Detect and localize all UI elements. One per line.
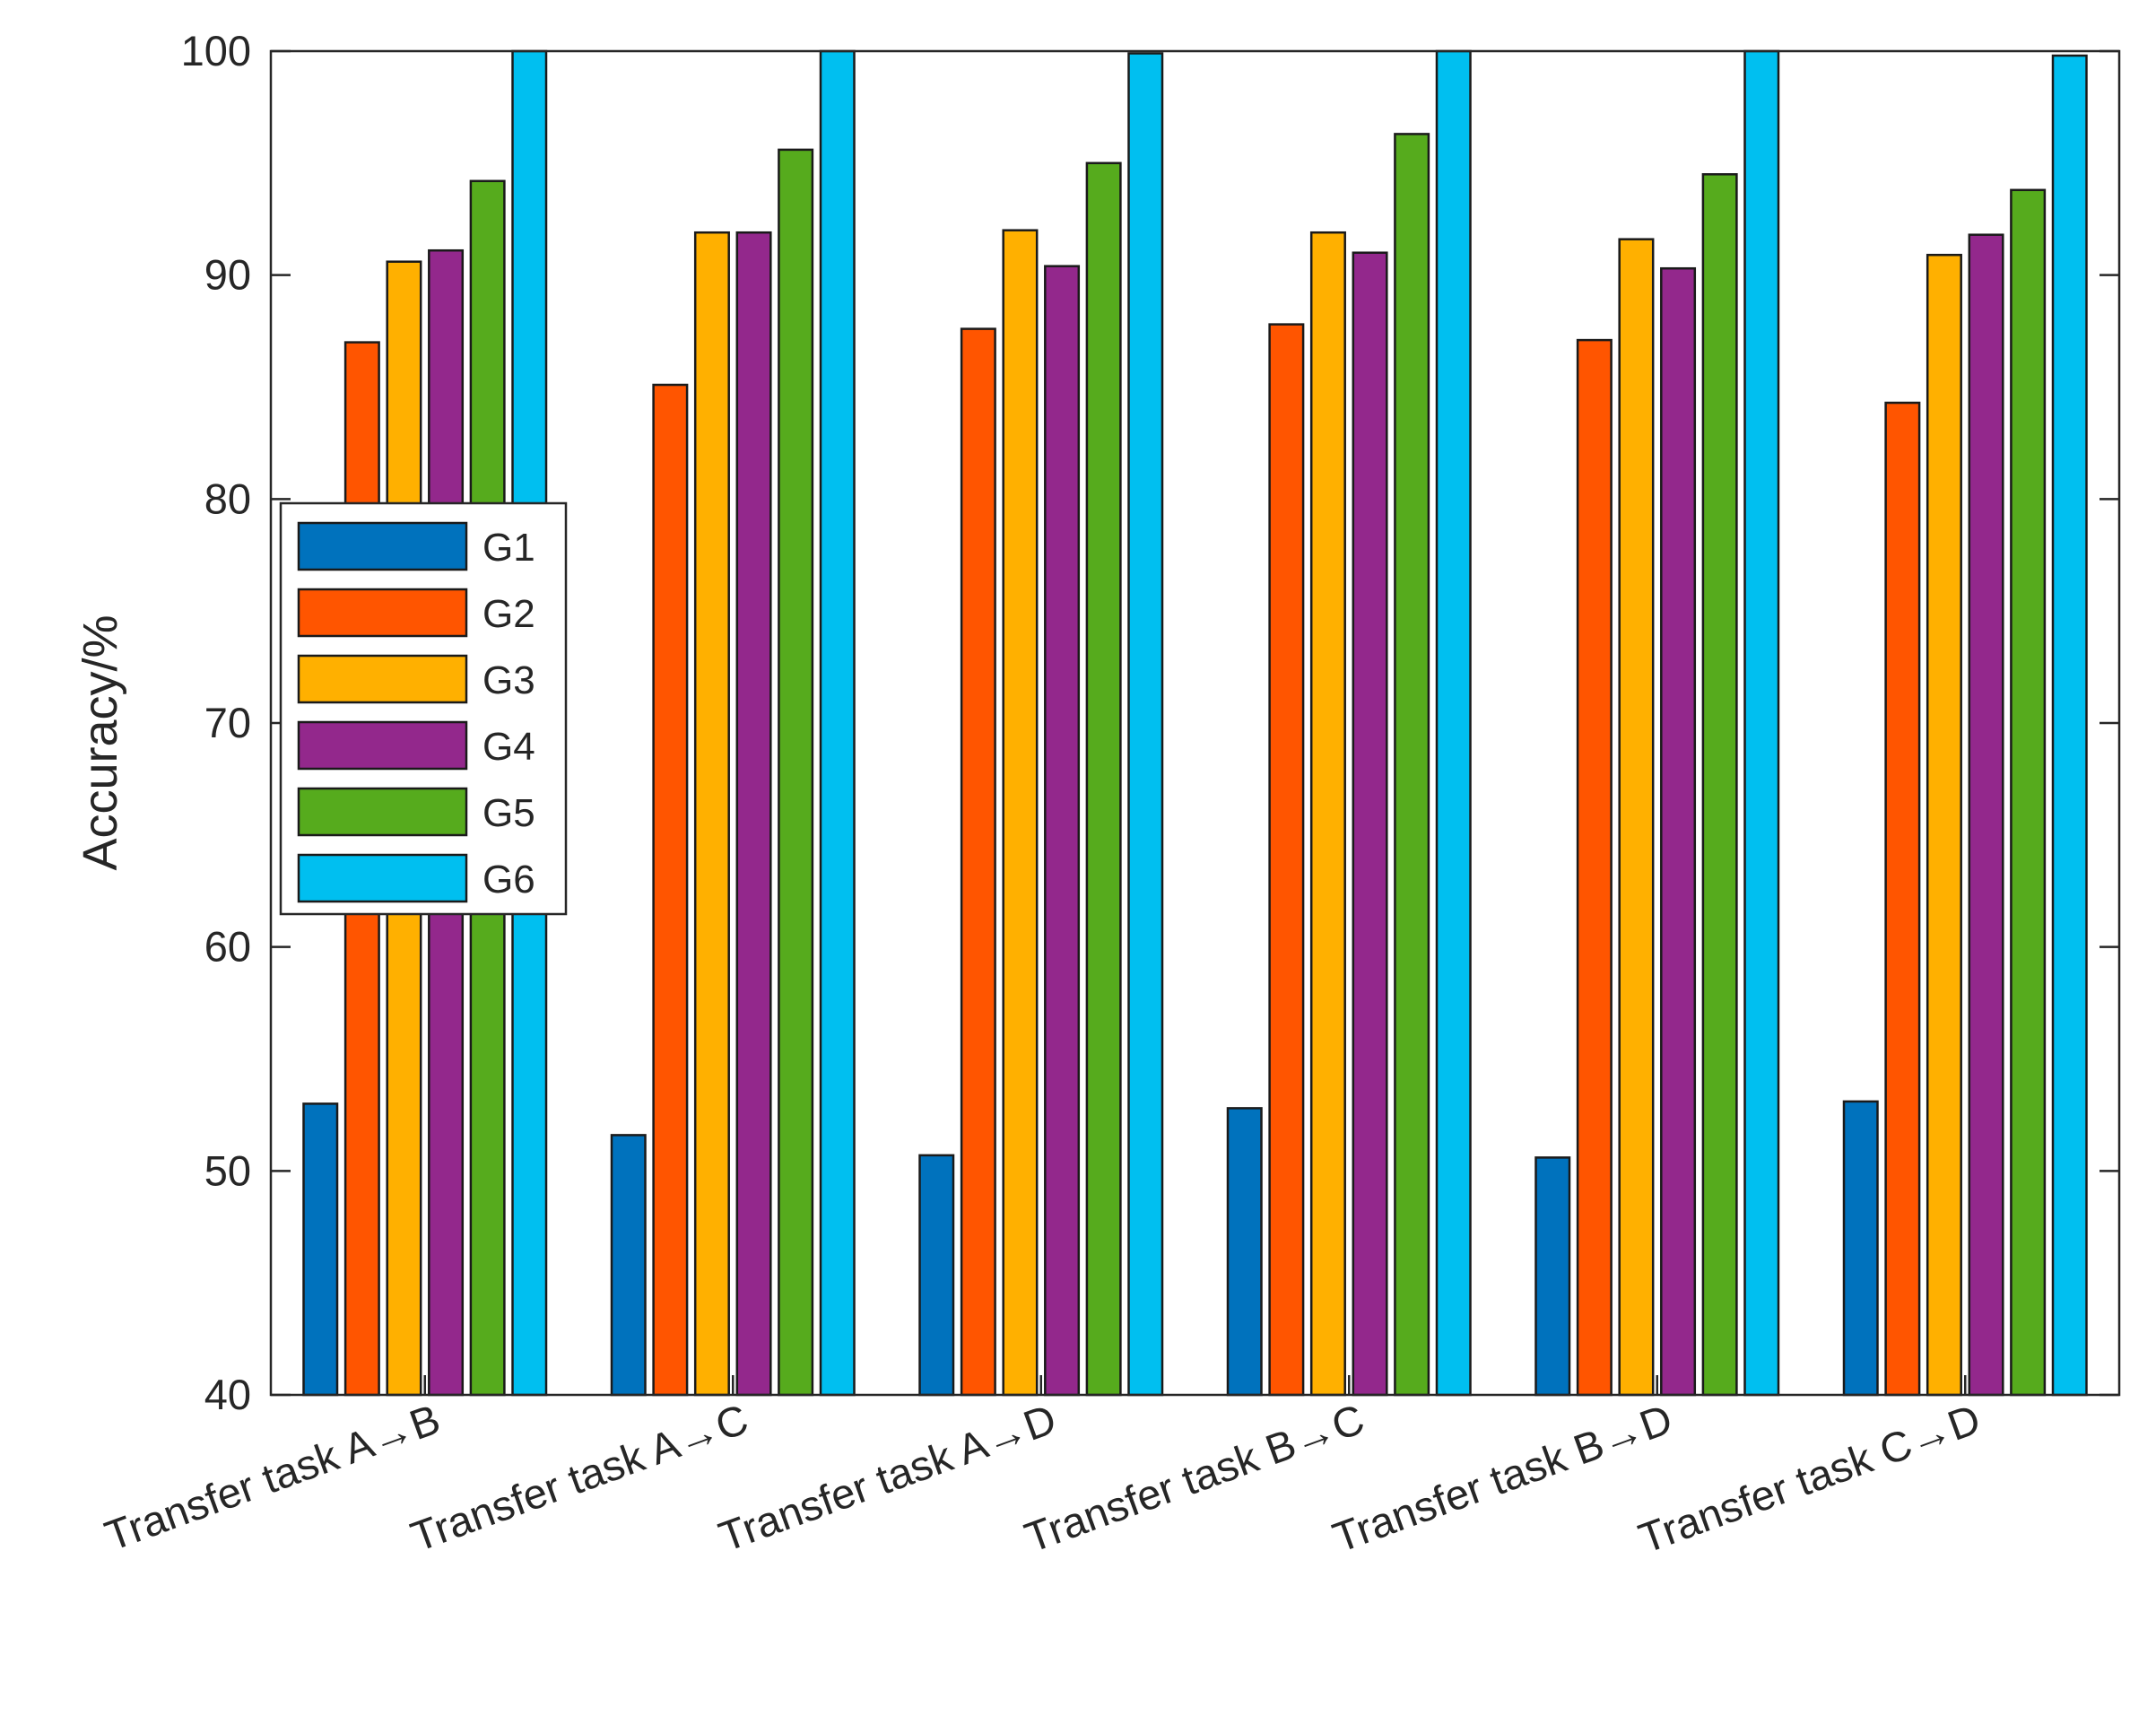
legend-label-g6: G6 (482, 858, 535, 902)
bar-g1-6 (1842, 1100, 1879, 1397)
bar-g2-5 (1576, 338, 1613, 1397)
bar-g3-6 (1926, 253, 1962, 1397)
legend-label-g3: G3 (482, 658, 535, 702)
bar-g1-2 (610, 1134, 647, 1397)
legend-label-g1: G1 (482, 526, 535, 570)
x-tick-label: Transfer task C→D (1632, 1395, 1986, 1563)
legend-label-g2: G2 (482, 592, 535, 636)
y-tick-label: 90 (204, 251, 251, 299)
bar-g4-5 (1660, 266, 1697, 1397)
bar-g5-6 (2010, 188, 2047, 1397)
y-tick-label: 80 (204, 475, 251, 522)
legend-swatch-g2 (297, 588, 468, 638)
bar-g2-6 (1884, 401, 1921, 1397)
y-tick-label: 40 (204, 1371, 251, 1418)
bar-g5-5 (1701, 173, 1738, 1397)
bar-g2-3 (960, 327, 996, 1397)
x-tick-label: Transfer task A→D (713, 1395, 1063, 1561)
bar-g1-3 (918, 1154, 955, 1397)
bar-g4-2 (735, 231, 772, 1397)
legend-swatch-g6 (297, 853, 468, 903)
y-tick-label: 50 (204, 1146, 251, 1194)
bar-g1-1 (302, 1102, 339, 1397)
bar-g5-3 (1085, 161, 1122, 1397)
bar-g6-2 (819, 49, 856, 1397)
x-tick-label: Transfer task A→C (404, 1395, 754, 1561)
y-tick-label: 60 (204, 923, 251, 971)
bar-g6-4 (1435, 49, 1472, 1397)
y-axis-title: Accuracy/% (74, 614, 127, 870)
legend-box (279, 501, 568, 916)
bar-g1-4 (1226, 1107, 1263, 1397)
legend-swatch-g3 (297, 654, 468, 704)
bars-layer (302, 49, 2088, 1397)
bar-g6-5 (1743, 49, 1780, 1397)
legend-swatch-g5 (297, 787, 468, 837)
x-tick-label: Transfer task B→D (1326, 1395, 1678, 1562)
y-tick-label: 100 (181, 27, 251, 74)
bar-g3-4 (1309, 231, 1346, 1397)
bar-g3-2 (693, 231, 730, 1397)
bar-g6-3 (1127, 52, 1164, 1397)
bar-g2-4 (1268, 323, 1305, 1397)
x-tick-label: Transfer task B→C (1019, 1395, 1370, 1562)
bar-g5-2 (778, 148, 814, 1397)
bar-g6-6 (2051, 54, 2088, 1397)
bar-g4-6 (1968, 233, 2004, 1397)
bar-g3-5 (1618, 238, 1655, 1397)
bar-g2-2 (652, 383, 689, 1397)
bar-g4-3 (1044, 265, 1081, 1397)
bar-g5-4 (1394, 133, 1430, 1397)
legend: G1 G2 G3 G4 G5 G6 (279, 501, 568, 916)
bar-g1-5 (1534, 1156, 1571, 1397)
y-tick-label: 70 (204, 699, 251, 746)
bar-g4-4 (1352, 251, 1388, 1397)
legend-label-g4: G4 (482, 725, 535, 769)
legend-label-g5: G5 (482, 791, 535, 835)
legend-swatch-g1 (297, 521, 468, 571)
legend-swatch-g4 (297, 720, 468, 771)
x-tick-label: Transfer task A→B (99, 1395, 446, 1560)
bar-g3-3 (1002, 229, 1039, 1397)
